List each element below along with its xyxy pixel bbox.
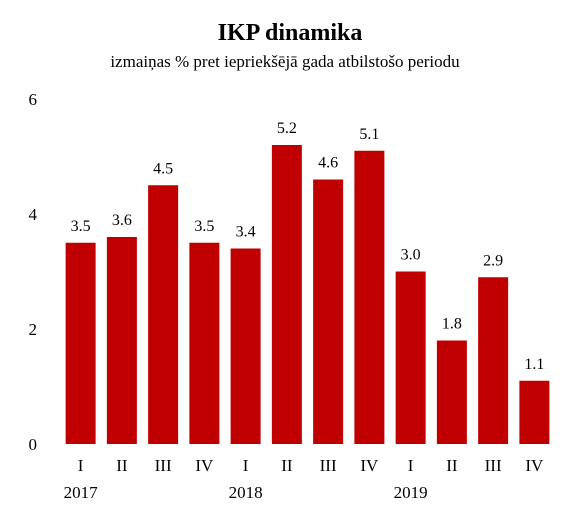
- data-label: 2.9: [483, 252, 503, 269]
- y-tick-label: 6: [29, 90, 38, 109]
- x-tick-label: III: [320, 456, 337, 475]
- bar: [395, 271, 426, 444]
- bar: [148, 185, 179, 444]
- chart-title: IKP dinamika: [218, 20, 363, 46]
- x-tick-label: IV: [360, 456, 379, 475]
- y-tick-label: 0: [29, 435, 38, 454]
- bar: [478, 277, 509, 444]
- data-label: 3.5: [71, 218, 91, 235]
- bars-group: [65, 145, 550, 444]
- y-axis: 0 2 4 6: [29, 90, 38, 454]
- x-tick-label: I: [243, 456, 249, 475]
- x-axis: I II III IV I II III IV I II III IV: [78, 456, 544, 475]
- bar: [436, 340, 467, 444]
- x-tick-label: II: [281, 456, 293, 475]
- bar: [354, 150, 385, 444]
- chart-subtitle: izmaiņas % pret iepriekšējā gada atbilst…: [110, 52, 460, 71]
- data-label: 3.4: [236, 224, 256, 241]
- year-label: 2019: [394, 483, 428, 502]
- data-label: 3.5: [194, 218, 214, 235]
- year-label: 2017: [64, 483, 99, 502]
- x-tick-label: II: [116, 456, 128, 475]
- year-label: 2018: [229, 483, 263, 502]
- data-label: 1.8: [442, 316, 462, 333]
- year-labels-group: 2017 2018 2019: [64, 483, 428, 502]
- y-tick-label: 4: [29, 205, 38, 224]
- y-tick-label: 2: [29, 320, 38, 339]
- x-tick-label: II: [446, 456, 458, 475]
- bar: [313, 179, 344, 444]
- data-label: 3.6: [112, 212, 132, 229]
- x-tick-label: I: [408, 456, 414, 475]
- data-label: 3.0: [401, 247, 421, 264]
- x-tick-label: III: [485, 456, 502, 475]
- data-labels-group: 3.5 3.6 4.5 3.5 3.4 5.2 4.6 5.1 3.0 1.8 2.9 1.1: [71, 120, 545, 373]
- x-tick-label: III: [155, 456, 172, 475]
- data-label: 1.1: [524, 356, 544, 373]
- data-label: 4.6: [318, 155, 338, 172]
- bar: [106, 237, 137, 444]
- x-tick-label: I: [78, 456, 84, 475]
- x-tick-label: IV: [525, 456, 544, 475]
- data-label: 5.1: [359, 126, 379, 143]
- bar: [65, 242, 96, 444]
- bar: [519, 380, 550, 444]
- bar: [189, 242, 220, 444]
- bar: [271, 145, 302, 444]
- x-tick-label: IV: [195, 456, 214, 475]
- data-label: 5.2: [277, 120, 297, 137]
- data-label: 4.5: [153, 160, 173, 177]
- bar: [230, 248, 261, 444]
